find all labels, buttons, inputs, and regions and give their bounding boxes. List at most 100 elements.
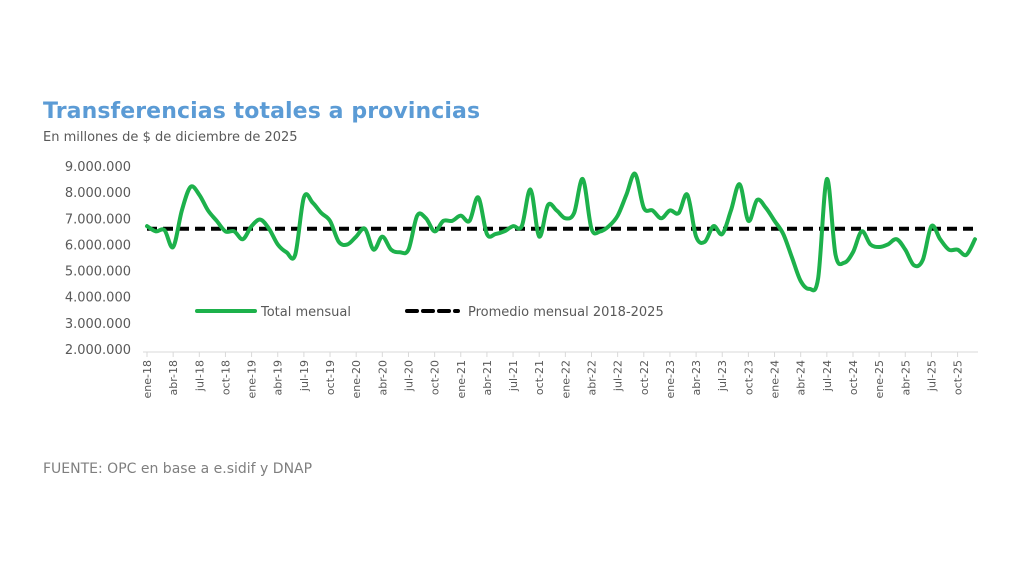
data-point-total <box>328 219 332 223</box>
data-point-total <box>398 250 402 254</box>
series-total-line <box>145 171 977 293</box>
data-point-total <box>502 229 506 233</box>
chart-title: Transferencias totales a provincias <box>43 99 481 124</box>
data-point-total <box>607 224 611 228</box>
data-point-total <box>703 240 707 244</box>
chart-subtitle: En millones de $ de diciembre de 2025 <box>43 130 298 145</box>
data-point-total <box>659 216 663 220</box>
data-point-total <box>790 256 794 260</box>
data-point-total <box>581 177 585 181</box>
data-point-total <box>372 248 376 252</box>
data-point-total <box>685 193 689 197</box>
data-point-total <box>929 224 933 228</box>
data-point-total <box>572 211 576 215</box>
data-point-total <box>755 198 759 202</box>
data-point-total <box>851 250 855 254</box>
data-point-total <box>633 172 637 176</box>
data-point-total <box>520 224 524 228</box>
x-tick-label: abr-18 <box>167 360 180 396</box>
data-point-total <box>511 224 515 228</box>
data-point-total <box>337 240 341 244</box>
x-tick-label: jul-24 <box>821 360 834 392</box>
data-point-total <box>345 242 349 246</box>
data-point-total <box>860 229 864 233</box>
data-point-total <box>677 211 681 215</box>
data-point-total <box>773 219 777 223</box>
x-tick-label: abr-22 <box>586 360 599 396</box>
legend: Total mensual Promedio mensual 2018-2025 <box>195 305 664 320</box>
data-point-total <box>555 208 559 212</box>
x-tick-label: jul-25 <box>925 360 938 392</box>
legend-label-total: Total mensual <box>260 305 351 320</box>
data-point-total <box>258 218 262 222</box>
data-point-total <box>590 227 594 231</box>
data-point-total <box>799 279 803 283</box>
data-point-total <box>406 248 410 252</box>
data-point-total <box>363 227 367 231</box>
y-axis: 9.000.000 8.000.000 7.000.000 6.000.000 5.00… <box>65 160 131 358</box>
data-point-total <box>232 229 236 233</box>
x-tick-label: oct-22 <box>638 360 651 395</box>
data-point-total <box>276 242 280 246</box>
data-point-total <box>816 276 820 280</box>
data-point-total <box>476 195 480 199</box>
data-point-total <box>877 245 881 249</box>
data-point-total <box>720 232 724 236</box>
data-point-total <box>956 248 960 252</box>
data-point-total <box>616 214 620 218</box>
x-tick-label: oct-19 <box>324 360 337 395</box>
data-point-total <box>154 229 158 233</box>
x-tick-label: oct-25 <box>952 360 965 395</box>
data-point-total <box>459 214 463 218</box>
data-point-total <box>712 224 716 228</box>
data-point-total <box>694 235 698 239</box>
data-point-total <box>973 237 977 241</box>
x-tick-label: abr-25 <box>899 360 912 396</box>
data-point-total <box>868 242 872 246</box>
data-point-total <box>886 242 890 246</box>
data-point-total <box>738 182 742 186</box>
x-tick-label: abr-24 <box>795 360 808 396</box>
x-tick-label: oct-24 <box>847 360 860 395</box>
legend-label-average: Promedio mensual 2018-2025 <box>468 305 664 320</box>
x-tick-label: oct-23 <box>742 360 755 395</box>
data-point-total <box>912 263 916 267</box>
y-tick-label: 7.000.000 <box>65 212 131 227</box>
data-point-total <box>267 227 271 231</box>
data-point-total <box>746 219 750 223</box>
y-tick-label: 4.000.000 <box>65 291 131 306</box>
data-point-total <box>189 185 193 189</box>
data-point-total <box>528 188 532 192</box>
x-tick-label: ene-20 <box>350 360 363 398</box>
data-point-total <box>494 232 498 236</box>
data-point-total <box>450 219 454 223</box>
x-tick-label: abr-20 <box>376 360 389 396</box>
y-tick-label: 5.000.000 <box>65 265 131 280</box>
x-tick-label: ene-25 <box>873 360 886 398</box>
x-tick-label: ene-21 <box>455 360 468 398</box>
x-tick-label: abr-19 <box>272 360 285 396</box>
data-point-total <box>764 206 768 210</box>
x-tick-label: jul-20 <box>402 360 415 392</box>
data-point-total <box>284 250 288 254</box>
data-point-total <box>895 237 899 241</box>
data-point-total <box>921 258 925 262</box>
y-tick-label: 9.000.000 <box>65 160 131 175</box>
y-tick-label: 2.000.000 <box>65 343 131 358</box>
data-point-total <box>415 214 419 218</box>
series-layer <box>145 171 977 293</box>
x-tick-label: abr-23 <box>690 360 703 396</box>
x-tick-label: oct-20 <box>429 360 442 395</box>
y-tick-label: 6.000.000 <box>65 238 131 253</box>
data-point-total <box>319 211 323 215</box>
x-tick-label: jul-21 <box>507 360 520 392</box>
x-tick-label: jul-19 <box>298 360 311 392</box>
data-point-total <box>223 229 227 233</box>
x-tick-label: ene-18 <box>141 360 154 398</box>
data-point-total <box>903 248 907 252</box>
data-point-total <box>485 232 489 236</box>
data-point-total <box>651 208 655 212</box>
data-point-total <box>467 219 471 223</box>
data-point-total <box>380 235 384 239</box>
